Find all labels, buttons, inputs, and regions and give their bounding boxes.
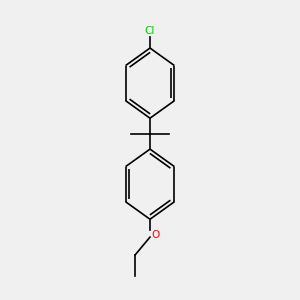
Text: O: O <box>151 230 159 240</box>
Text: Cl: Cl <box>145 26 155 36</box>
